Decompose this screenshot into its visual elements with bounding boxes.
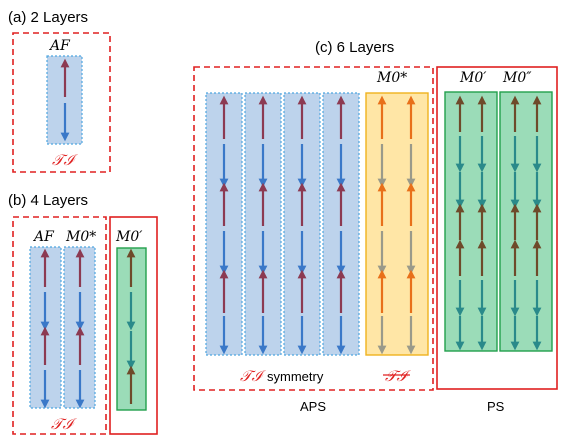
- panel-b-dashed-frame: [12, 216, 107, 435]
- aps-blue-arrows: [219, 95, 346, 355]
- panel-b-af-label: AF: [32, 229, 55, 245]
- panel-a-frame: [12, 32, 111, 173]
- ps-green-column-2: [499, 91, 553, 352]
- green-column-2-label: M0″: [502, 70, 532, 86]
- ps-label: PS: [487, 399, 505, 414]
- panel-b-ti-label: 𝒯ℐ: [51, 415, 77, 433]
- ps-green-column-1: [444, 91, 498, 352]
- ti-symmetry-prefix: 𝒯ℐ: [240, 367, 266, 385]
- aps-yellow-column: [365, 92, 429, 356]
- ti-broken-text: 𝒯ℐ: [385, 367, 411, 385]
- green-column-1-label: M0′: [459, 70, 487, 86]
- panel-a-column-label: AF: [48, 38, 71, 54]
- ps-solid-frame: [436, 66, 558, 390]
- aps-dashed-frame: [193, 66, 434, 391]
- panel-a-title: (a) 2 Layers: [8, 9, 88, 26]
- panel-b-title: (b) 4 Layers: [8, 192, 88, 209]
- aps-label: APS: [300, 399, 326, 414]
- panel-b-m0prime-label: M0′: [115, 229, 143, 245]
- ti-broken-label: 𝒯ℐ: [383, 367, 411, 385]
- panel-b: (b) 4 Layers AF M0* M0′ 𝒯ℐ: [8, 192, 158, 435]
- panel-c-title: (c) 6 Layers: [315, 39, 394, 56]
- panel-a: (a) 2 Layers AF 𝒯ℐ: [8, 9, 111, 173]
- yellow-column-label: M0*: [376, 70, 407, 86]
- panel-b-m0star-label: M0*: [65, 229, 96, 245]
- panel-b-solid-frame: [109, 216, 158, 435]
- panel-c: (c) 6 Layers M0* M0′ M0″: [193, 39, 558, 414]
- panel-a-ti-label: 𝒯ℐ: [52, 151, 78, 169]
- ps-green-arrows: [455, 95, 542, 351]
- ti-symmetry-word: symmetry: [267, 369, 324, 384]
- aps-yellow-arrows: [377, 95, 416, 355]
